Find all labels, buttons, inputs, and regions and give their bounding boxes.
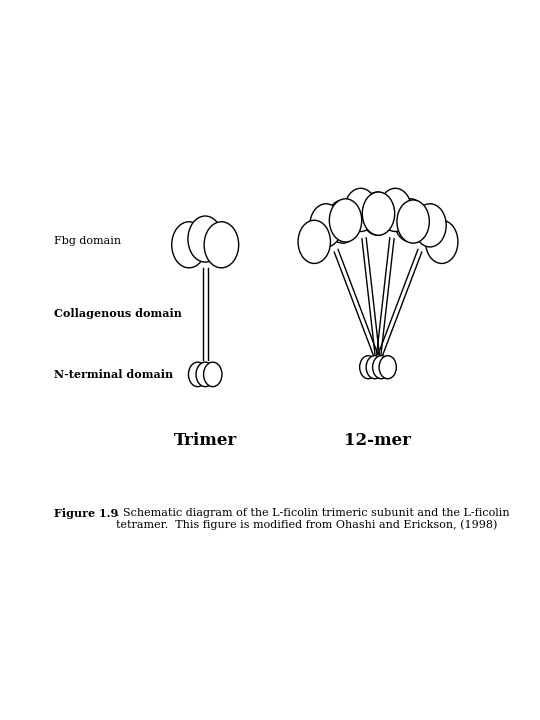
Circle shape <box>397 200 429 243</box>
Text: N-terminal domain: N-terminal domain <box>54 369 173 380</box>
Circle shape <box>204 222 239 268</box>
Circle shape <box>204 362 222 387</box>
Circle shape <box>196 362 214 387</box>
Circle shape <box>361 192 394 235</box>
Circle shape <box>310 204 342 247</box>
Circle shape <box>394 199 427 242</box>
Circle shape <box>188 362 207 387</box>
Circle shape <box>379 189 411 232</box>
Circle shape <box>172 222 206 268</box>
Text: . Schematic diagram of the L-ficolin trimeric subunit and the L-ficolin
tetramer: . Schematic diagram of the L-ficolin tri… <box>116 508 510 530</box>
Circle shape <box>366 356 383 379</box>
Circle shape <box>188 216 222 262</box>
Circle shape <box>373 356 390 379</box>
Circle shape <box>379 356 396 379</box>
Circle shape <box>360 356 377 379</box>
Circle shape <box>327 200 359 243</box>
Circle shape <box>426 220 458 264</box>
Text: 12-mer: 12-mer <box>345 432 411 449</box>
Circle shape <box>329 199 362 242</box>
Text: Trimer: Trimer <box>173 432 237 449</box>
Circle shape <box>298 220 330 264</box>
Circle shape <box>414 204 446 247</box>
Text: Collagenous domain: Collagenous domain <box>54 308 182 320</box>
Text: Figure 1.9: Figure 1.9 <box>54 508 118 518</box>
Circle shape <box>362 192 395 235</box>
Circle shape <box>345 189 377 232</box>
Text: Fbg domain: Fbg domain <box>54 236 121 246</box>
